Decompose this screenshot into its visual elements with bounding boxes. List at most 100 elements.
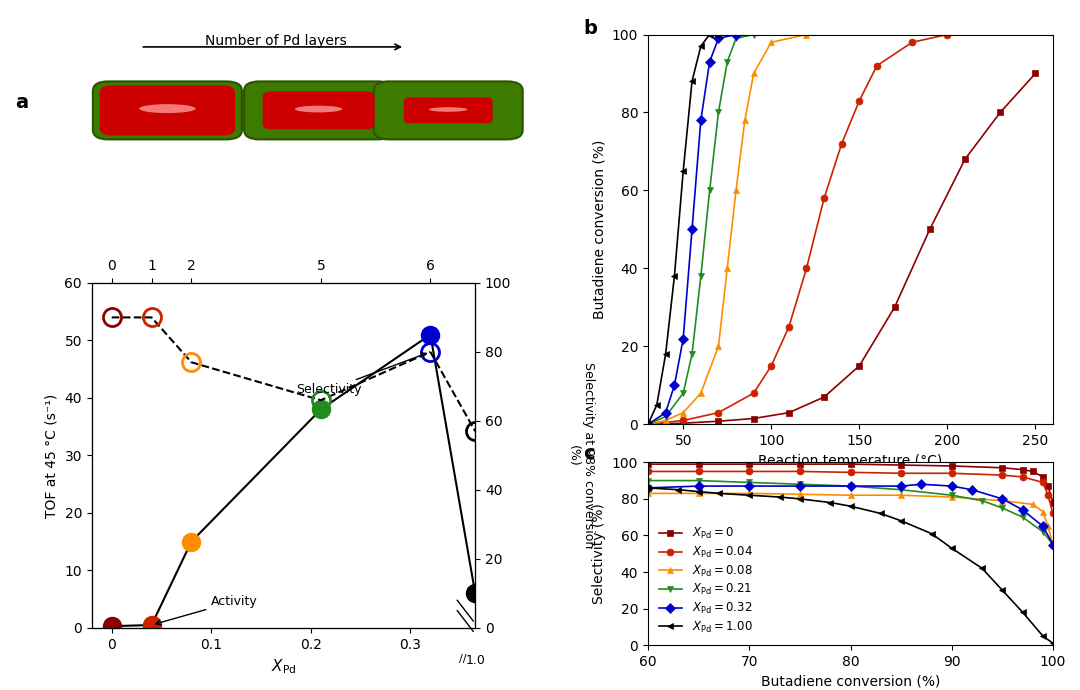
$X_{\mathrm{Pd}} = 0.32$ (966, 486, 978, 494)
$X_{\mathrm{Pd}} = 0.21$ (743, 478, 756, 486)
Text: b: b (583, 19, 597, 38)
Legend: $X_{\mathrm{Pd}} = 0$, $X_{\mathrm{Pd}} = 0.04$, $X_{\mathrm{Pd}} = 0.08$, $X_{\: $X_{\mathrm{Pd}} = 0$, $X_{\mathrm{Pd}} … (653, 522, 757, 639)
Line: $X_{\mathrm{Pd}} = 0.04$: $X_{\mathrm{Pd}} = 0.04$ (645, 468, 1056, 517)
$X_{\mathrm{Pd}} = 1.00$ (924, 529, 937, 538)
$X_{\mathrm{Pd}} = 0.32$ (692, 482, 705, 490)
$X_{\mathrm{Pd}} = 0.21$ (692, 476, 705, 484)
$X_{\mathrm{Pd}} = 0.04$ (894, 469, 907, 477)
$X_{\mathrm{Pd}} = 0.04$ (845, 469, 858, 477)
$X_{\mathrm{Pd}} = 0.04$ (1037, 478, 1050, 486)
$X_{\mathrm{Pd}} = 0$ (845, 460, 858, 469)
$X_{\mathrm{Pd}} = 0.08$ (945, 493, 958, 501)
$X_{\mathrm{Pd}} = 0.32$ (945, 482, 958, 490)
$X_{\mathrm{Pd}} = 0.32$ (915, 480, 928, 489)
$X_{\mathrm{Pd}} = 0$ (1037, 473, 1050, 481)
$X_{\mathrm{Pd}} = 1.00$ (1037, 632, 1050, 640)
X-axis label: Reaction temperature (°C): Reaction temperature (°C) (758, 453, 943, 468)
$X_{\mathrm{Pd}} = 0.21$ (845, 482, 858, 490)
$X_{\mathrm{Pd}} = 1.00$ (845, 502, 858, 511)
$X_{\mathrm{Pd}} = 0.21$ (1016, 513, 1029, 522)
$X_{\mathrm{Pd}} = 0$ (1041, 482, 1054, 490)
$X_{\mathrm{Pd}} = 1.00$ (1047, 639, 1059, 647)
$X_{\mathrm{Pd}} = 0.04$ (642, 467, 654, 475)
$X_{\mathrm{Pd}} = 0.32$ (1037, 522, 1050, 531)
$X_{\mathrm{Pd}} = 0.21$ (1047, 540, 1059, 549)
$X_{\mathrm{Pd}} = 0.08$ (692, 489, 705, 497)
$X_{\mathrm{Pd}} = 0.21$ (945, 491, 958, 500)
$X_{\mathrm{Pd}} = 1.00$ (743, 491, 756, 500)
Y-axis label: Butadiene conversion (%): Butadiene conversion (%) (592, 140, 606, 319)
Line: $X_{\mathrm{Pd}} = 0.32$: $X_{\mathrm{Pd}} = 0.32$ (645, 481, 1056, 548)
$X_{\mathrm{Pd}} = 0.21$ (894, 486, 907, 494)
$X_{\mathrm{Pd}} = 0.08$ (794, 490, 807, 498)
$X_{\mathrm{Pd}} = 0.08$ (743, 489, 756, 497)
$X_{\mathrm{Pd}} = 0.04$ (794, 467, 807, 475)
$X_{\mathrm{Pd}} = 0.08$ (996, 497, 1009, 505)
$X_{\mathrm{Pd}} = 0.21$ (794, 480, 807, 489)
$X_{\mathrm{Pd}} = 0.32$ (845, 482, 858, 490)
$X_{\mathrm{Pd}} = 1.00$ (875, 509, 888, 518)
$X_{\mathrm{Pd}} = 1.00$ (945, 544, 958, 553)
Text: Number of Pd layers: Number of Pd layers (204, 34, 347, 48)
Text: Selectivity: Selectivity (296, 353, 427, 396)
$X_{\mathrm{Pd}} = 0$ (642, 460, 654, 469)
$X_{\mathrm{Pd}} = 0$ (1047, 498, 1059, 506)
$X_{\mathrm{Pd}} = 1.00$ (773, 493, 786, 501)
$X_{\mathrm{Pd}} = 1.00$ (713, 489, 726, 497)
$X_{\mathrm{Pd}} = 0.08$ (642, 489, 654, 497)
$X_{\mathrm{Pd}} = 0.04$ (1047, 509, 1059, 518)
Line: $X_{\mathrm{Pd}} = 0.08$: $X_{\mathrm{Pd}} = 0.08$ (645, 490, 1056, 548)
$X_{\mathrm{Pd}} = 0.21$ (642, 476, 654, 484)
Line: $X_{\mathrm{Pd}} = 0.21$: $X_{\mathrm{Pd}} = 0.21$ (645, 477, 1056, 548)
$X_{\mathrm{Pd}} = 1.00$ (996, 586, 1009, 594)
$X_{\mathrm{Pd}} = 1.00$ (824, 498, 837, 506)
$X_{\mathrm{Pd}} = 0.32$ (743, 482, 756, 490)
$X_{\mathrm{Pd}} = 0.08$ (1041, 522, 1054, 531)
$X_{\mathrm{Pd}} = 0$ (945, 462, 958, 470)
$X_{\mathrm{Pd}} = 0$ (743, 460, 756, 469)
$X_{\mathrm{Pd}} = 0$ (1016, 466, 1029, 474)
Line: $X_{\mathrm{Pd}} = 1.00$: $X_{\mathrm{Pd}} = 1.00$ (645, 484, 1056, 647)
$X_{\mathrm{Pd}} = 0.04$ (945, 469, 958, 477)
Line: $X_{\mathrm{Pd}} = 0$: $X_{\mathrm{Pd}} = 0$ (645, 461, 1056, 506)
$X_{\mathrm{Pd}} = 0.21$ (1037, 528, 1050, 536)
$X_{\mathrm{Pd}} = 0$ (996, 464, 1009, 472)
$X_{\mathrm{Pd}} = 0.04$ (1016, 473, 1029, 481)
$X_{\mathrm{Pd}} = 1.00$ (642, 484, 654, 492)
$X_{\mathrm{Pd}} = 0.32$ (794, 482, 807, 490)
$X_{\mathrm{Pd}} = 0.04$ (1041, 491, 1054, 500)
Text: Activity: Activity (156, 595, 258, 625)
$X_{\mathrm{Pd}} = 1.00$ (794, 495, 807, 503)
$X_{\mathrm{Pd}} = 0.32$ (996, 495, 1009, 503)
Y-axis label: TOF at 45 °C (s⁻¹): TOF at 45 °C (s⁻¹) (45, 393, 59, 518)
$X_{\mathrm{Pd}} = 0.04$ (692, 467, 705, 475)
Text: a: a (15, 93, 28, 112)
$X_{\mathrm{Pd}} = 0.04$ (743, 467, 756, 475)
Y-axis label: Selectivity (%): Selectivity (%) (592, 503, 606, 604)
$X_{\mathrm{Pd}} = 1.00$ (1016, 608, 1029, 616)
$X_{\mathrm{Pd}} = 0.32$ (894, 482, 907, 490)
$X_{\mathrm{Pd}} = 0.08$ (894, 491, 907, 500)
$X_{\mathrm{Pd}} = 0.04$ (996, 471, 1009, 480)
$X_{\mathrm{Pd}} = 0.32$ (642, 484, 654, 492)
$X_{\mathrm{Pd}} = 0.21$ (975, 497, 988, 505)
X-axis label: Butadiene conversion (%): Butadiene conversion (%) (760, 674, 941, 689)
$X_{\mathrm{Pd}} = 0.08$ (1037, 508, 1050, 516)
$X_{\mathrm{Pd}} = 1.00$ (692, 487, 705, 495)
$X_{\mathrm{Pd}} = 0$ (692, 460, 705, 469)
$X_{\mathrm{Pd}} = 1.00$ (894, 517, 907, 525)
$X_{\mathrm{Pd}} = 0.08$ (1047, 540, 1059, 549)
$X_{\mathrm{Pd}} = 0.32$ (1047, 540, 1059, 549)
$X_{\mathrm{Pd}} = 1.00$ (975, 564, 988, 573)
X-axis label: $X_{\mathrm{Pd}}$: $X_{\mathrm{Pd}}$ (271, 657, 296, 676)
$X_{\mathrm{Pd}} = 0.32$ (1016, 506, 1029, 514)
$X_{\mathrm{Pd}} = 1.00$ (672, 486, 685, 494)
Text: 1.0: 1.0 (465, 654, 485, 667)
Y-axis label: Selectivity at 98% conversion
(%): Selectivity at 98% conversion (%) (567, 362, 595, 549)
$X_{\mathrm{Pd}} = 0.08$ (845, 491, 858, 500)
$X_{\mathrm{Pd}} = 0$ (894, 461, 907, 469)
$X_{\mathrm{Pd}} = 0.08$ (1026, 500, 1039, 509)
$X_{\mathrm{Pd}} = 0$ (1026, 467, 1039, 475)
$X_{\mathrm{Pd}} = 0.21$ (996, 504, 1009, 512)
$X_{\mathrm{Pd}} = 0$ (794, 460, 807, 469)
